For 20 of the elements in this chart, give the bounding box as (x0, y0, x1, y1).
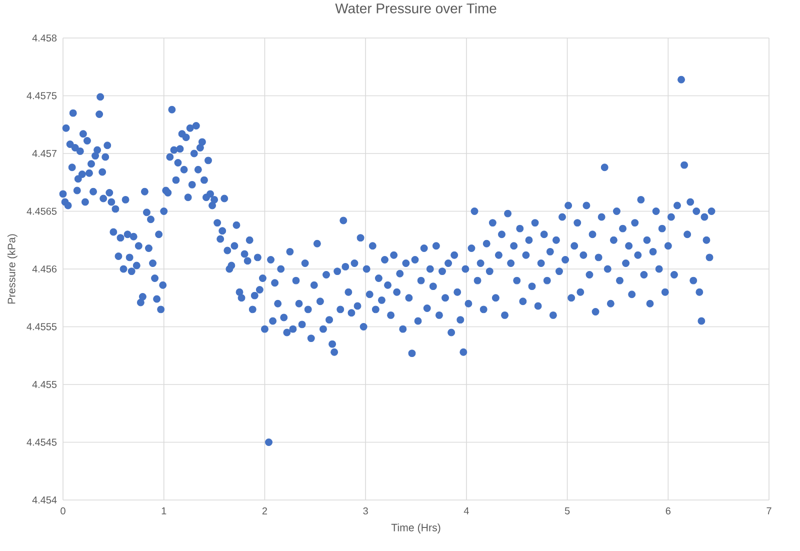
x-tick-label: 7 (766, 507, 772, 514)
y-tick-label: 4.457 (32, 150, 56, 157)
y-tick-label: 4.4545 (26, 438, 57, 446)
x-tick-label: 4 (464, 507, 469, 514)
y-tick-label: 4.4565 (26, 208, 57, 215)
x-tick-label: 6 (666, 507, 670, 514)
x-tick-label: 1 (162, 507, 166, 514)
x-axis-title: Time (Hrs) (391, 524, 440, 534)
y-tick-label: 4.456 (32, 265, 57, 273)
x-tick-label: 3 (363, 507, 368, 514)
x-tick-label: 5 (564, 507, 570, 514)
y-tick-label: 4.454 (32, 496, 57, 504)
y-tick-label: 4.4555 (26, 323, 57, 330)
y-tick-label: 4.4575 (26, 92, 57, 100)
chart-title: Water Pressure over Time (335, 3, 496, 14)
x-tick-label: 2 (262, 507, 267, 514)
y-tick-label: 4.455 (32, 381, 57, 388)
y-axis-title: Pressure (kPa) (7, 234, 18, 304)
x-tick-label: 0 (60, 507, 66, 514)
y-tick-label: 4.458 (32, 34, 57, 42)
